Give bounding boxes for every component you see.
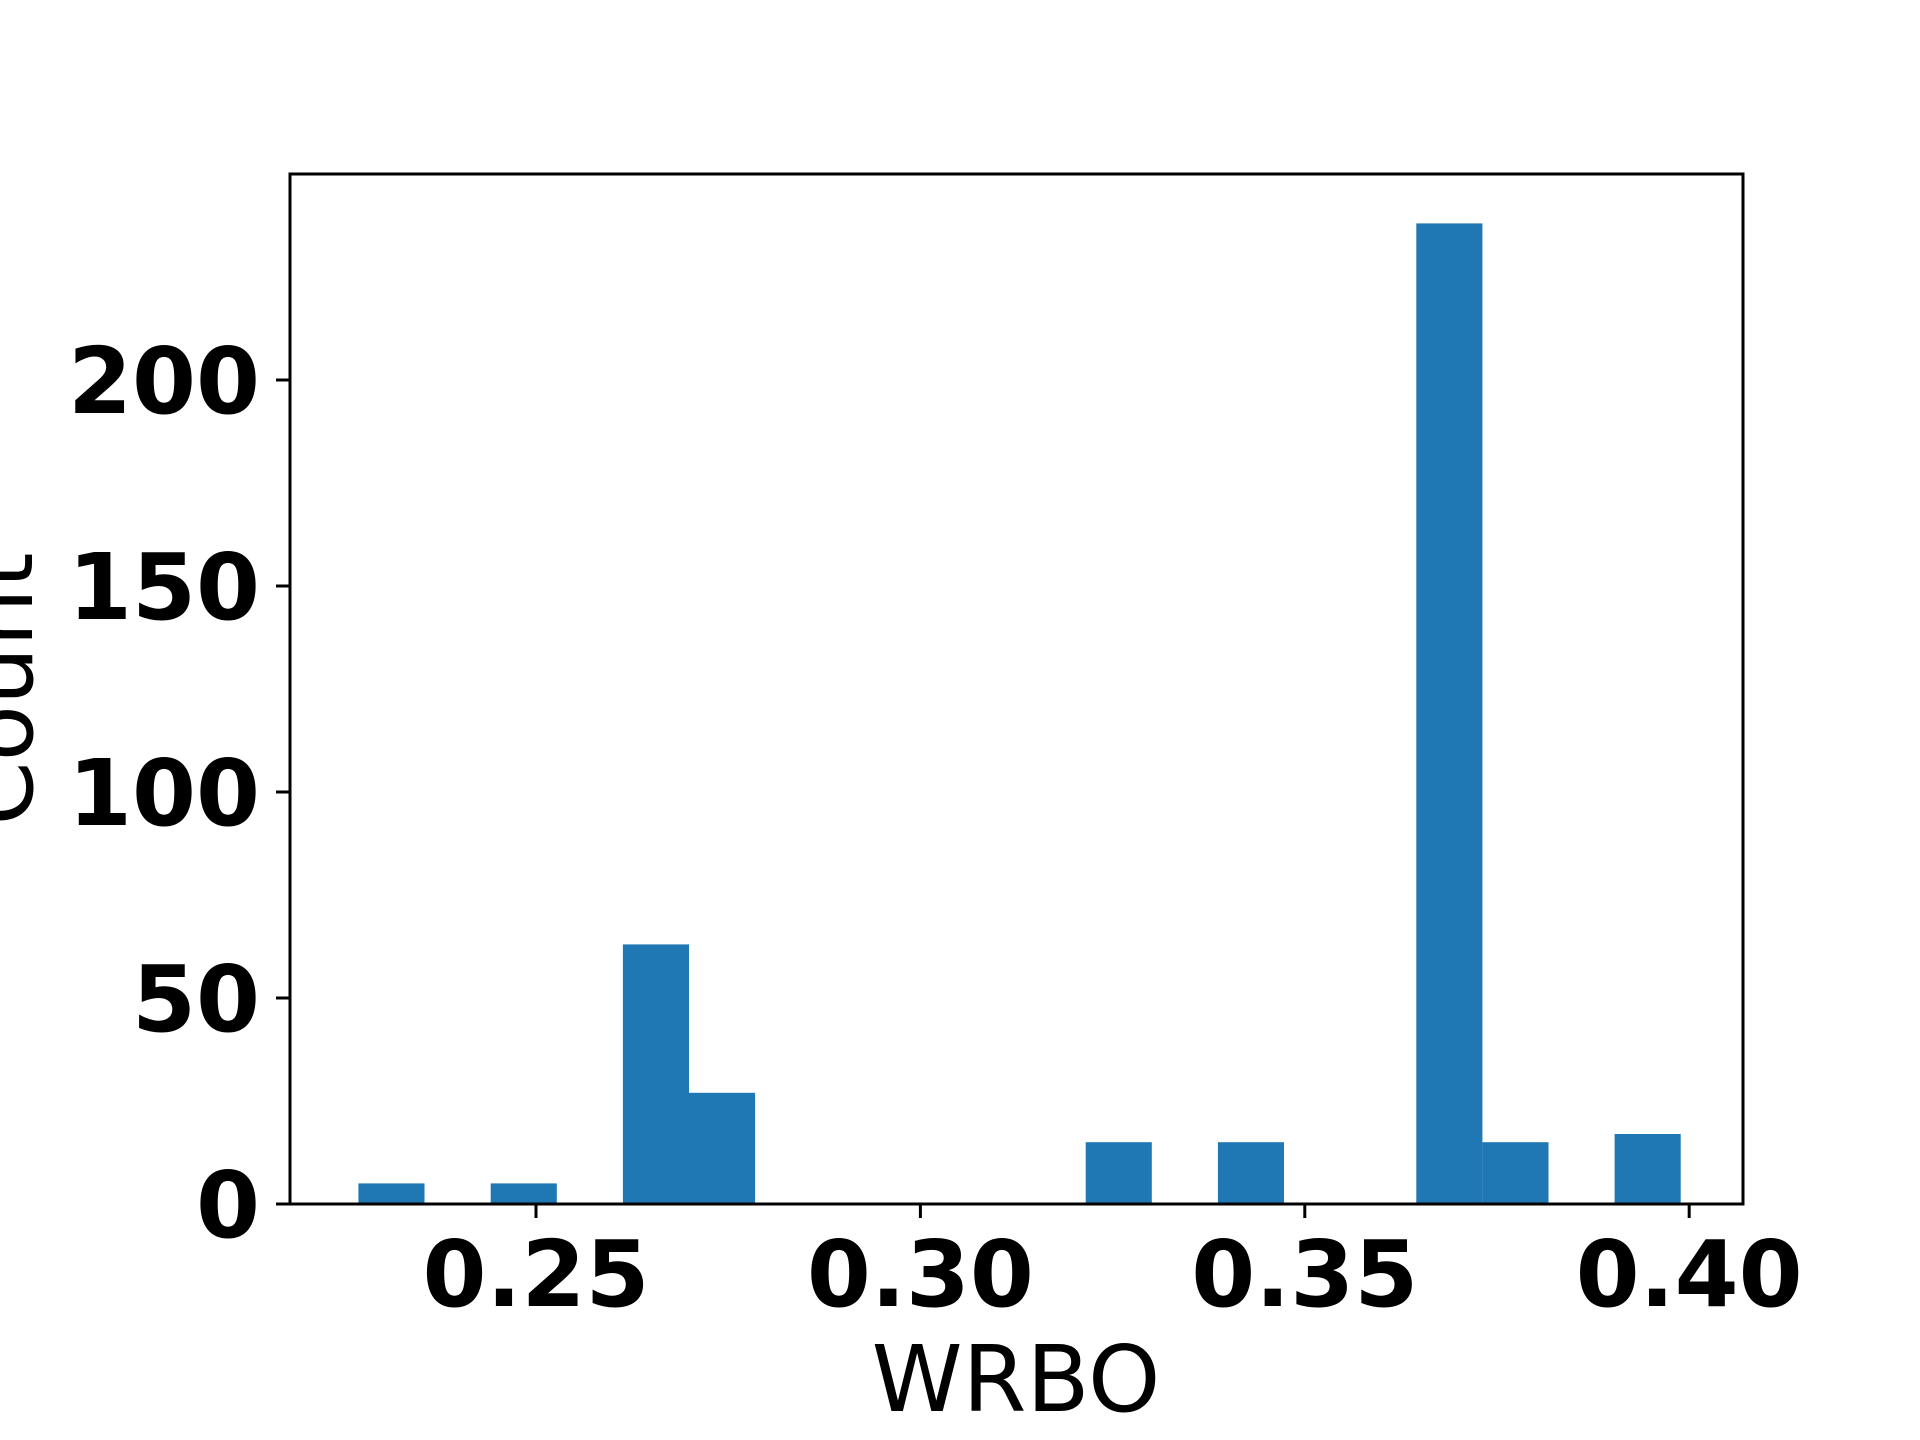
histogram-bar-5 xyxy=(1085,1142,1152,1204)
y-tick-label: 100 xyxy=(68,740,260,847)
histogram-bar-9 xyxy=(1614,1134,1681,1204)
y-axis-title: Count xyxy=(0,552,54,825)
x-tick-label: 0.25 xyxy=(423,1221,650,1328)
histogram-bar-4 xyxy=(689,1092,756,1204)
histogram-bar-8 xyxy=(1482,1142,1549,1204)
x-tick-label: 0.35 xyxy=(1191,1221,1418,1328)
histogram-bar-2 xyxy=(490,1183,557,1204)
histogram-bar-1 xyxy=(358,1183,425,1204)
plot-frame xyxy=(288,172,1745,1206)
bars-group xyxy=(358,223,1681,1204)
y-tick-label: 50 xyxy=(132,946,260,1053)
x-axis: 0.25 0.30 0.35 0.40 xyxy=(423,1204,1803,1328)
x-axis-title: WRBO xyxy=(872,1326,1161,1433)
histogram-bar-3 xyxy=(622,944,689,1204)
x-tick-label: 0.40 xyxy=(1576,1221,1803,1328)
histogram-bar-6 xyxy=(1217,1142,1284,1204)
y-tick-label: 150 xyxy=(68,534,260,641)
x-tick-label: 0.30 xyxy=(807,1221,1034,1328)
histogram-bar-7 xyxy=(1416,223,1483,1204)
y-tick-label: 200 xyxy=(68,328,260,435)
y-tick-label: 0 xyxy=(196,1152,260,1259)
y-axis: 0 50 100 150 200 xyxy=(68,328,290,1259)
